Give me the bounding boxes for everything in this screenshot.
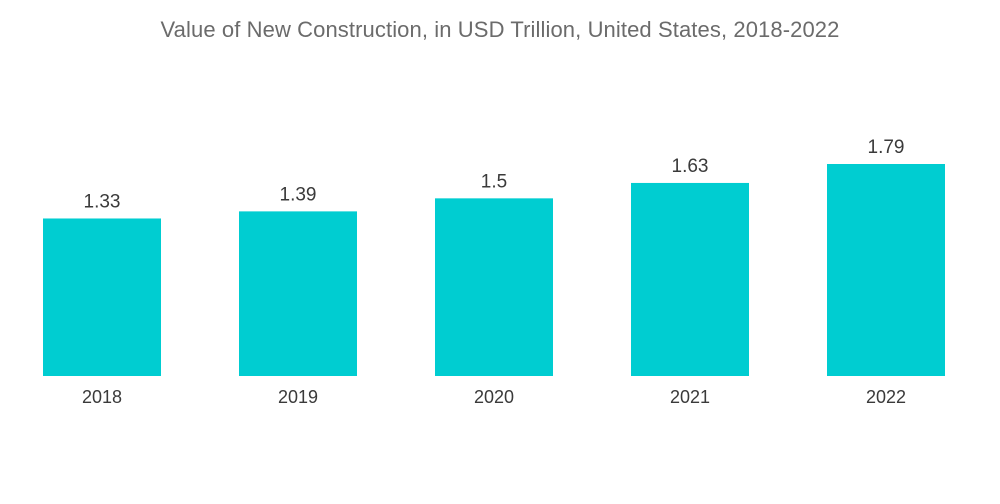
x-tick-label-2021: 2021	[670, 387, 710, 407]
data-label-2021: 1.63	[672, 156, 709, 177]
data-label-2018: 1.33	[84, 191, 121, 212]
bar-2020	[435, 198, 553, 376]
x-tick-label-2018: 2018	[82, 387, 122, 407]
x-tick-label-2022: 2022	[866, 387, 906, 407]
bar-2021	[631, 182, 749, 376]
data-label-2020: 1.5	[481, 171, 507, 192]
bar-2022	[827, 164, 945, 376]
x-tick-label-2019: 2019	[278, 387, 318, 407]
bar-2018	[43, 218, 161, 376]
x-tick-label-2020: 2020	[474, 387, 514, 407]
bar-2019	[239, 211, 357, 376]
data-label-2022: 1.79	[868, 137, 905, 158]
chart-title: Value of New Construction, in USD Trilli…	[160, 17, 840, 42]
data-label-2019: 1.39	[280, 184, 317, 205]
